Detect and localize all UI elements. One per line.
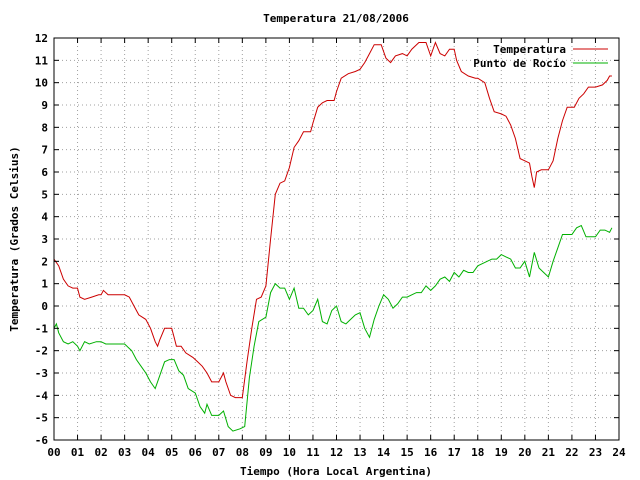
y-tick-label: 1 xyxy=(41,278,48,291)
x-tick-label: 19 xyxy=(495,446,508,459)
x-tick-label: 06 xyxy=(189,446,203,459)
x-tick-label: 13 xyxy=(353,446,366,459)
x-tick-label: 02 xyxy=(94,446,107,459)
y-tick-label: 8 xyxy=(41,121,48,134)
y-tick-label: 10 xyxy=(35,77,48,90)
x-tick-label: 21 xyxy=(542,446,556,459)
x-tick-label: 23 xyxy=(589,446,602,459)
y-axis-label: Temperatura (Grados Celsius) xyxy=(8,146,21,331)
y-tick-label: 4 xyxy=(41,211,48,224)
x-tick-label: 04 xyxy=(142,446,156,459)
y-tick-label: 0 xyxy=(41,300,48,313)
y-tick-label: -4 xyxy=(35,389,49,402)
y-tick-label: -6 xyxy=(35,434,49,447)
x-tick-label: 05 xyxy=(165,446,178,459)
series-layer xyxy=(53,41,613,432)
y-tick-label: 11 xyxy=(35,54,49,67)
x-tick-label: 24 xyxy=(612,446,626,459)
x-axis-label: Tiempo (Hora Local Argentina) xyxy=(240,465,432,478)
series-line-temperatura xyxy=(53,41,612,399)
x-tick-label: 00 xyxy=(47,446,60,459)
y-tick-label: 3 xyxy=(41,233,48,246)
y-tick-label: 7 xyxy=(41,144,48,157)
x-tick-label: 01 xyxy=(71,446,85,459)
x-tick-label: 03 xyxy=(118,446,131,459)
y-tick-label: 5 xyxy=(41,188,48,201)
series-line-punto-de-rocio xyxy=(53,224,613,432)
grid xyxy=(54,38,619,440)
x-tick-label: 15 xyxy=(401,446,414,459)
chart-title: Temperatura 21/08/2006 xyxy=(263,12,409,25)
x-tick-label: 18 xyxy=(471,446,484,459)
x-tick-label: 20 xyxy=(518,446,531,459)
x-tick-label: 12 xyxy=(330,446,343,459)
y-tick-label: 2 xyxy=(41,255,48,268)
y-tick-label: -5 xyxy=(35,412,48,425)
x-tick-label: 11 xyxy=(306,446,320,459)
x-tick-label: 17 xyxy=(448,446,461,459)
y-tick-label: 12 xyxy=(35,32,48,45)
x-tick-label: 22 xyxy=(565,446,578,459)
y-tick-label: -2 xyxy=(35,345,48,358)
x-tick-label: 07 xyxy=(212,446,225,459)
x-tick-label: 09 xyxy=(259,446,272,459)
legend-label: Punto de Rocío xyxy=(473,57,566,70)
x-tick-label: 08 xyxy=(236,446,249,459)
x-tick-label: 16 xyxy=(424,446,438,459)
y-tick-label: 9 xyxy=(41,99,48,112)
x-tick-label: 14 xyxy=(377,446,391,459)
ticks: 00 01 02 03 04 05 06 07 08 09 10 11 12 13 14 15 16 17 18 19… xyxy=(35,32,626,459)
y-tick-label: 6 xyxy=(41,166,48,179)
y-tick-label: -3 xyxy=(35,367,48,380)
x-tick-label: 10 xyxy=(283,446,296,459)
legend-label: Temperatura xyxy=(493,43,566,56)
y-tick-label: -1 xyxy=(35,322,49,335)
